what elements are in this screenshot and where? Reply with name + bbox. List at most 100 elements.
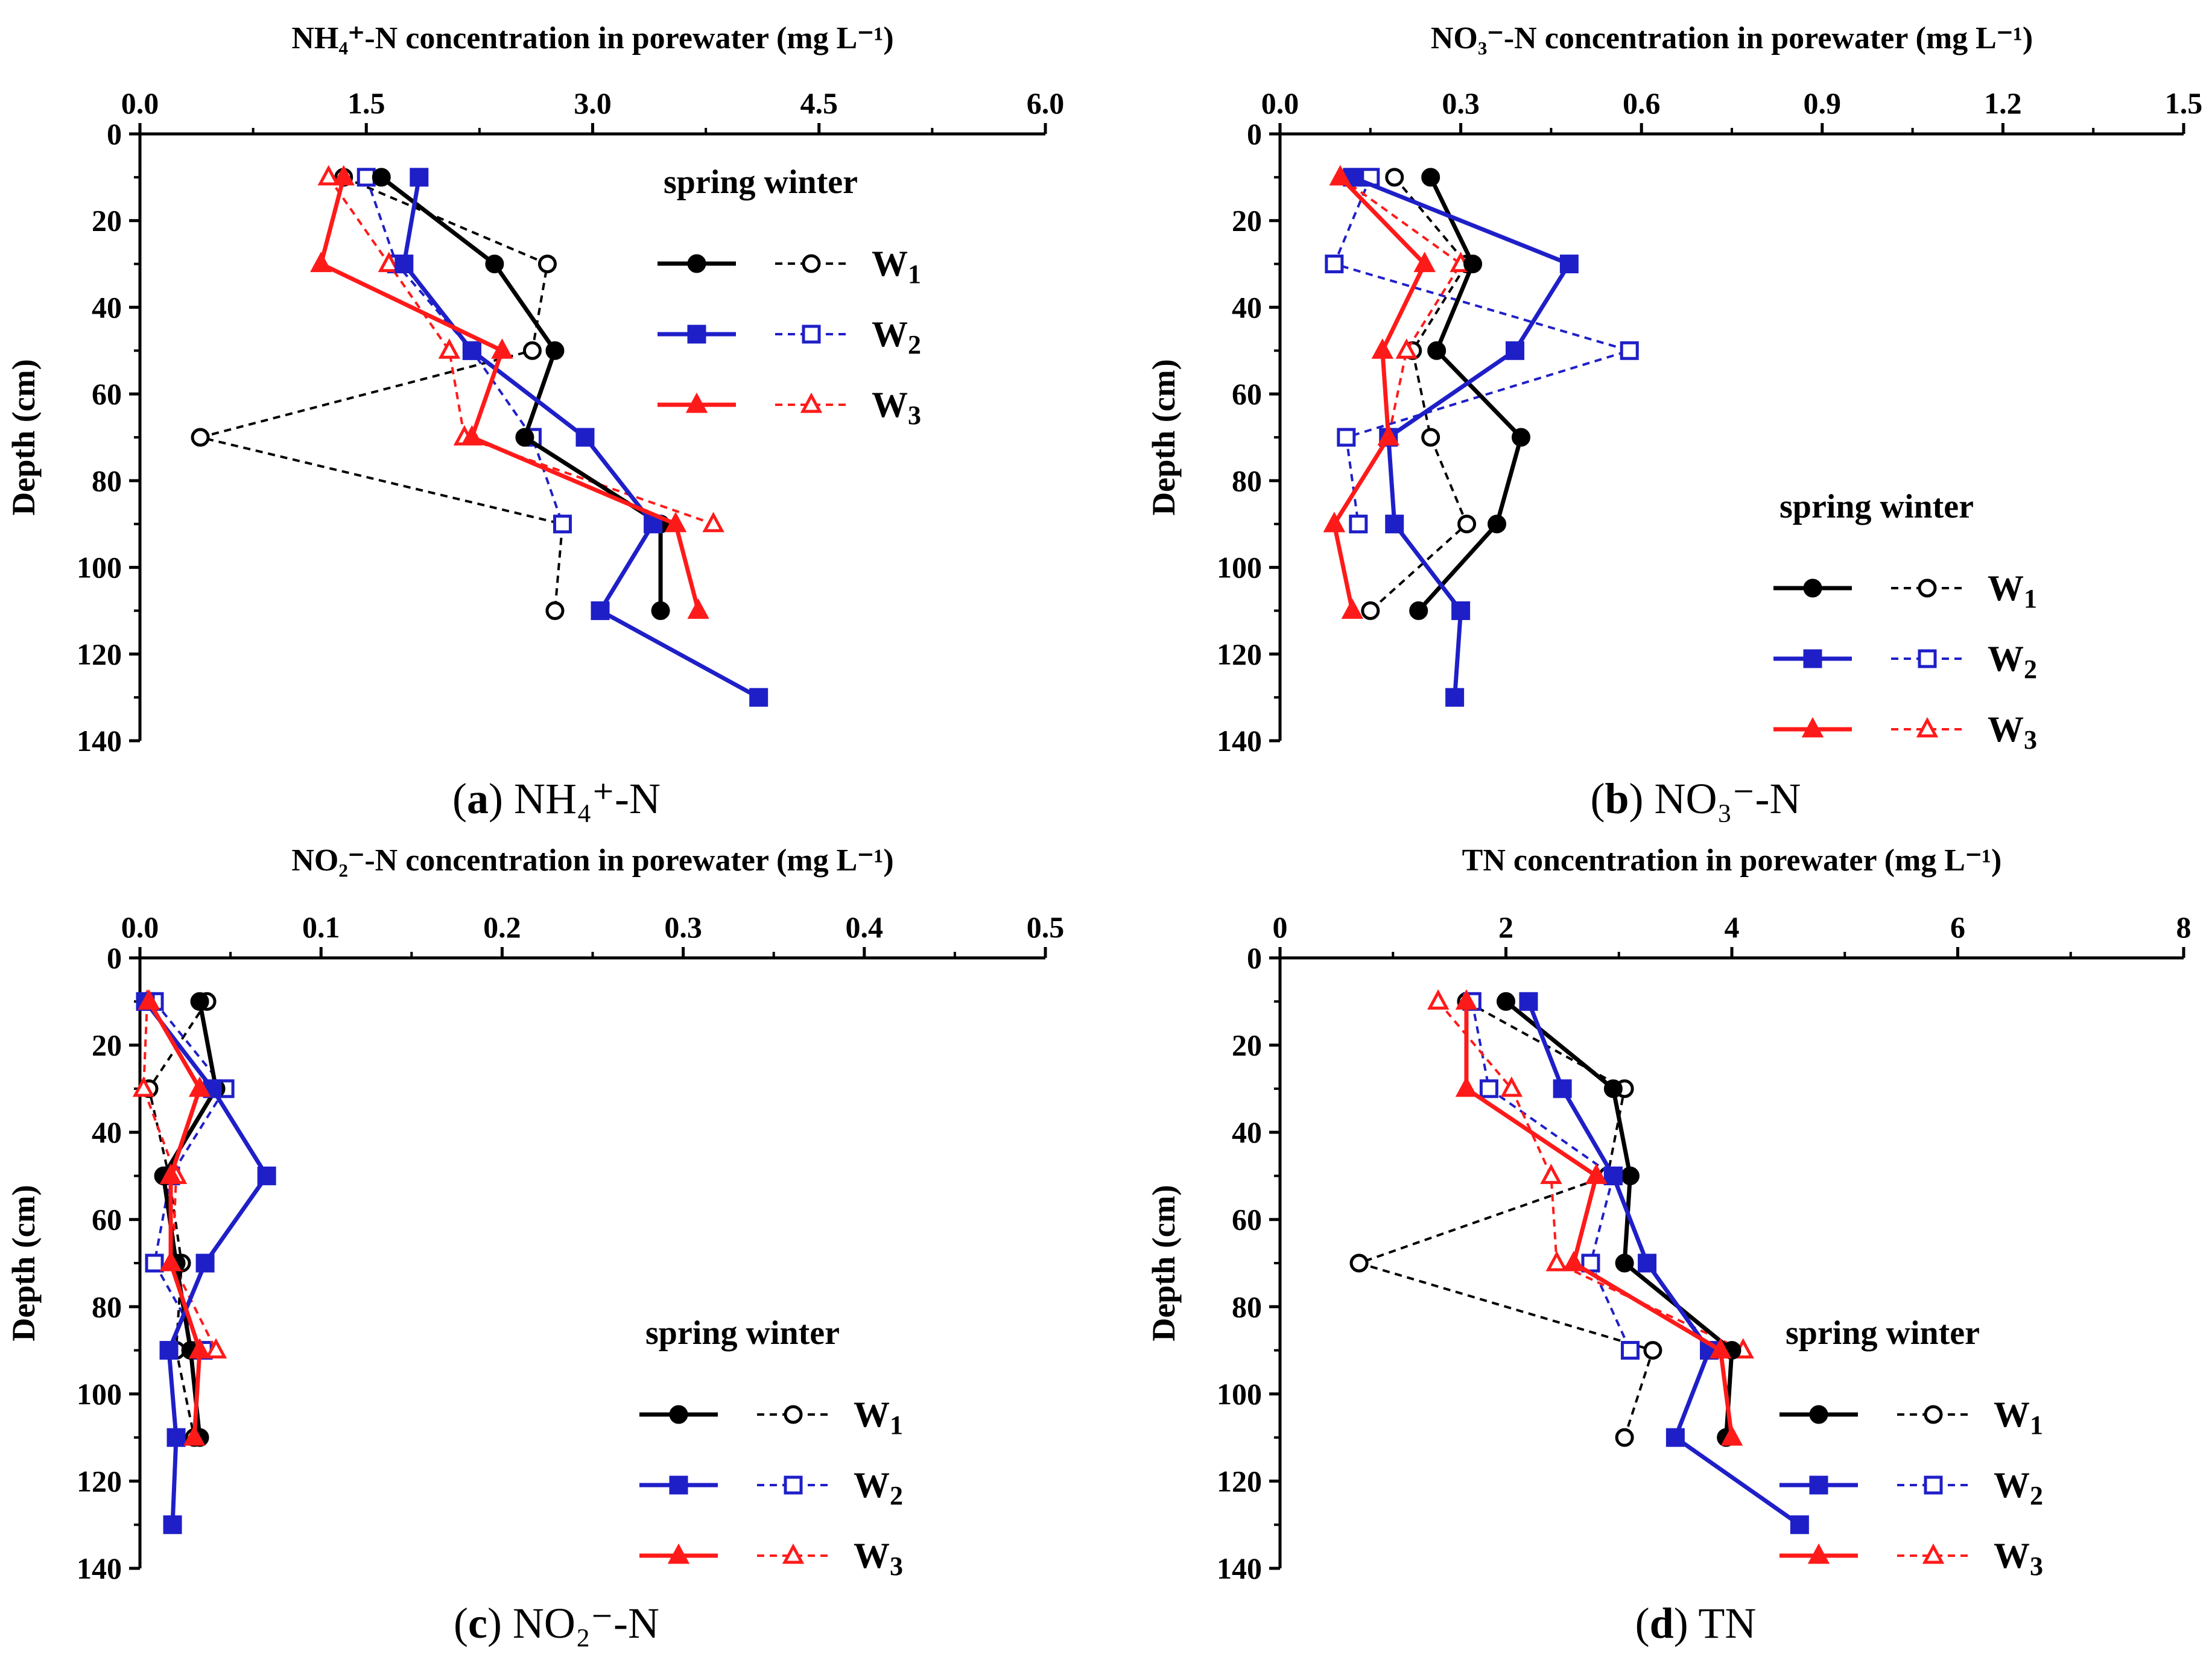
data-point-winter-w2 <box>1479 1079 1498 1098</box>
series-line-winter-w1 <box>199 176 564 611</box>
x-tick-label: 0.4 <box>846 910 884 944</box>
data-point-spring-w2 <box>1385 515 1404 534</box>
data-point-spring-w1 <box>1603 1079 1623 1098</box>
data-point-spring-w3 <box>664 512 687 533</box>
data-point-spring-w2 <box>591 601 610 620</box>
y-tick-label: 60 <box>1232 377 1262 411</box>
y-tick-label: 80 <box>92 1290 122 1323</box>
data-point-spring-w1 <box>372 168 391 187</box>
data-point-spring-w3 <box>1323 512 1346 533</box>
data-point-winter-w1 <box>191 428 210 447</box>
data-point-spring-w2 <box>749 688 768 707</box>
y-tick-label: 120 <box>77 637 122 671</box>
legend-spring-marker-w3 <box>1801 717 1824 738</box>
data-point-spring-w2 <box>410 168 429 187</box>
legend-spring-marker-w3 <box>685 392 708 413</box>
x-tick-label: 0.3 <box>664 910 702 944</box>
data-point-spring-w2 <box>1451 601 1471 620</box>
series-spring-w3 <box>310 165 709 619</box>
legend-label-w1: W1 <box>872 244 921 289</box>
data-point-spring-w3 <box>491 338 513 359</box>
data-point-spring-w3 <box>310 252 332 273</box>
data-point-winter-w1 <box>537 255 557 274</box>
data-point-winter-w1 <box>1385 168 1404 187</box>
data-point-winter-w1 <box>522 341 542 360</box>
legend-winter-marker-w1 <box>784 1405 803 1424</box>
data-point-winter-w2 <box>357 168 376 187</box>
y-tick-label: 20 <box>92 204 122 238</box>
legend-label-w3: W3 <box>1994 1536 2043 1581</box>
data-point-spring-w3 <box>159 1250 182 1272</box>
data-point-spring-w2 <box>166 1428 186 1447</box>
data-point-spring-w3 <box>138 989 160 1010</box>
y-axis-label: Depth (cm) <box>1146 359 1182 515</box>
y-tick-label: 40 <box>92 1115 122 1149</box>
chart-panel-2: NO₃⁻-N concentration in porewater (mg L⁻… <box>1146 21 2202 823</box>
data-point-spring-w2 <box>1445 688 1465 707</box>
legend-header: spring winter <box>645 1314 840 1352</box>
data-point-winter-w2 <box>1581 1253 1600 1273</box>
x-tick-label: 0.9 <box>1804 86 1842 120</box>
data-point-spring-w1 <box>1463 255 1483 274</box>
data-point-winter-w3 <box>702 512 724 533</box>
data-point-winter-w3 <box>317 165 340 186</box>
y-axis-label: Depth (cm) <box>5 1185 42 1341</box>
data-point-spring-w3 <box>687 598 709 619</box>
legend-winter-marker-w1 <box>802 254 821 273</box>
series-winter-w1 <box>191 168 572 620</box>
y-tick-label: 20 <box>1232 1028 1262 1062</box>
legend-spring-marker-w2 <box>687 325 706 344</box>
data-point-spring-w2 <box>395 255 414 274</box>
x-tick-label: 0.5 <box>1027 910 1065 944</box>
series-winter-w2 <box>1325 168 1639 534</box>
y-tick-label: 40 <box>1232 290 1262 324</box>
x-tick-label: 6.0 <box>1027 86 1065 120</box>
data-point-spring-w3 <box>188 1076 211 1097</box>
data-point-spring-w1 <box>651 601 670 620</box>
y-tick-label: 140 <box>1217 724 1262 758</box>
series-spring-w2 <box>1343 168 1579 707</box>
chart-title: NH₄⁺-N concentration in porewater (mg L⁻… <box>291 21 893 55</box>
chart-title: NO₂⁻-N concentration in porewater (mg L⁻… <box>291 843 893 878</box>
data-point-spring-w2 <box>1665 1428 1685 1447</box>
data-point-spring-w3 <box>1720 1425 1743 1446</box>
legend-spring-marker-w2 <box>669 1475 688 1495</box>
y-tick-label: 140 <box>77 1551 122 1585</box>
panel-caption: (c) NO₂⁻-N <box>454 1599 659 1647</box>
series-line-spring-w3 <box>147 1000 202 1438</box>
x-tick-label: 4 <box>1725 910 1740 944</box>
data-point-winter-w2 <box>1620 341 1639 360</box>
data-point-winter-w3 <box>1427 989 1450 1010</box>
data-point-spring-w1 <box>515 428 534 447</box>
y-tick-label: 120 <box>1217 1464 1262 1498</box>
data-point-spring-w3 <box>332 165 355 186</box>
series-spring-w3 <box>1455 989 1743 1446</box>
data-point-spring-w3 <box>1585 1164 1608 1184</box>
series-spring-w1 <box>1497 992 1741 1447</box>
x-tick-label: 3.0 <box>574 86 612 120</box>
legend-winter-marker-w1 <box>1918 578 1937 598</box>
data-point-winter-w2 <box>1620 1341 1640 1360</box>
legend-winter-marker-w3 <box>1916 717 1939 738</box>
legend-header: spring winter <box>1786 1314 1980 1352</box>
x-tick-label: 0 <box>1273 910 1288 944</box>
data-point-spring-w2 <box>1553 1079 1572 1098</box>
legend-winter-marker-w2 <box>1918 649 1937 668</box>
data-point-winter-w3 <box>1395 338 1418 359</box>
legend-label-w3: W3 <box>872 385 921 430</box>
data-point-spring-w2 <box>1519 992 1538 1011</box>
data-point-spring-w1 <box>1615 1253 1634 1273</box>
legend-spring-marker-w2 <box>1809 1475 1828 1495</box>
series-winter-w1 <box>1349 992 1662 1447</box>
data-point-winter-w2 <box>145 1253 164 1273</box>
x-tick-label: 6 <box>1950 910 1965 944</box>
legend: spring winter W1 W2 W3 <box>1773 488 2037 755</box>
legend-label-w3: W3 <box>1988 709 2037 755</box>
y-tick-label: 80 <box>1232 1290 1262 1323</box>
y-axis-label: Depth (cm) <box>5 359 42 515</box>
x-tick-label: 8 <box>2176 910 2191 944</box>
y-tick-label: 0 <box>1247 941 1262 975</box>
y-tick-label: 100 <box>77 551 122 585</box>
legend-winter-marker-w3 <box>1922 1543 1945 1564</box>
